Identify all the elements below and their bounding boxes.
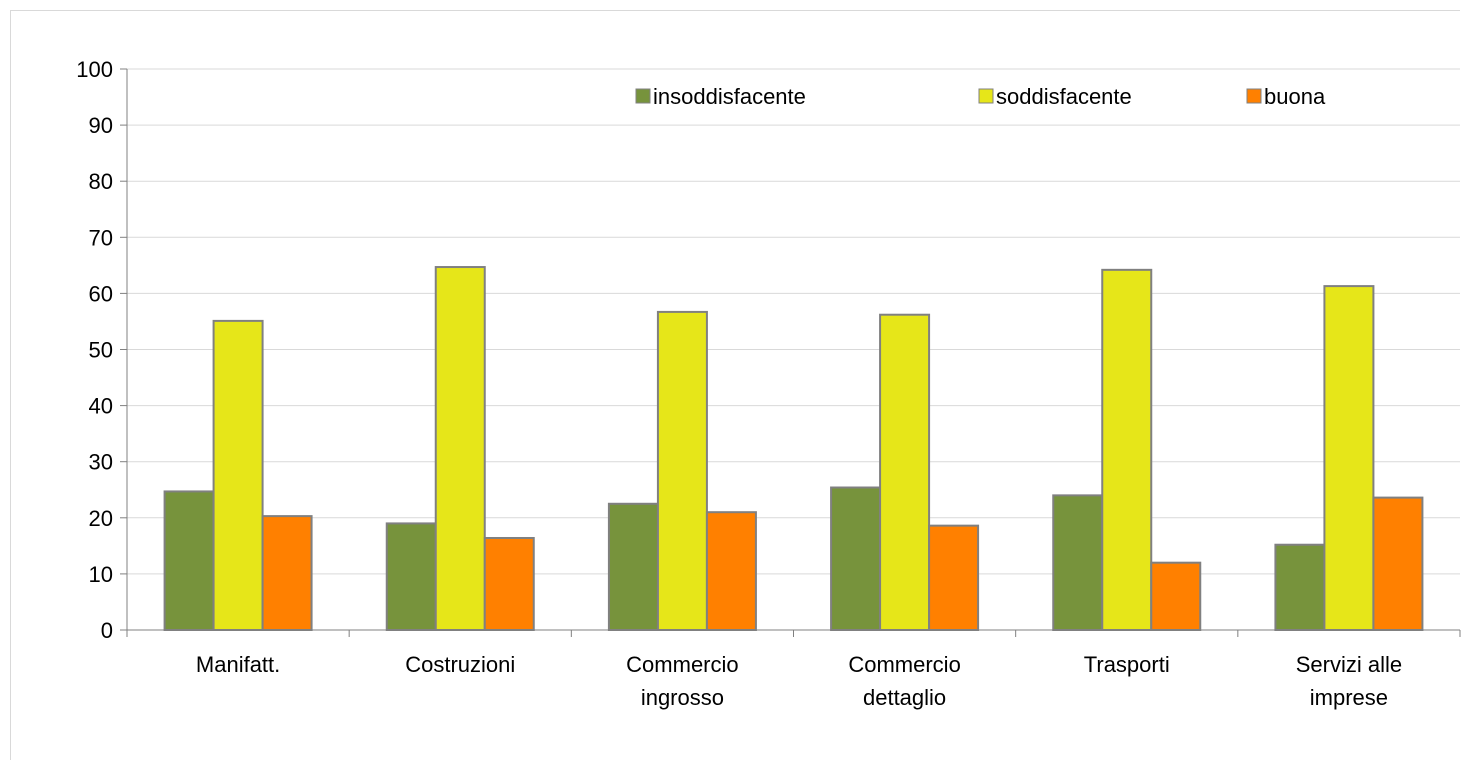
- y-tick-label: 100: [76, 57, 113, 82]
- bar-soddisfacente: [1323, 285, 1375, 631]
- y-tick-label: 90: [89, 113, 113, 138]
- x-tick-label: Commercio: [626, 652, 738, 677]
- bar-buona: [705, 511, 757, 631]
- bars: [163, 266, 1424, 632]
- y-tick-label: 0: [101, 618, 113, 643]
- y-tick-label: 50: [89, 338, 113, 363]
- x-tick-labels: Manifatt. Costruzioni Commercio ingrosso Com…: [196, 652, 1402, 710]
- legend-label: insoddisfacente: [653, 84, 806, 109]
- axes: [120, 68, 1461, 637]
- bar-insoddisfacente: [1052, 494, 1104, 631]
- legend-label: soddisfacente: [996, 84, 1132, 109]
- bar-buona: [1372, 496, 1424, 631]
- legend-swatch: [635, 88, 651, 104]
- x-tick-label: Commercio: [848, 652, 960, 677]
- bar-soddisfacente: [212, 319, 264, 631]
- bar-soddisfacente: [434, 266, 486, 631]
- legend-swatch: [978, 88, 994, 104]
- x-tick-label: Servizi alle: [1296, 652, 1402, 677]
- y-tick-label: 10: [89, 562, 113, 587]
- y-tick-label: 60: [89, 281, 113, 306]
- x-tick-label: Manifatt.: [196, 652, 280, 677]
- y-tick-label: 40: [89, 394, 113, 419]
- x-tick-label: Trasporti: [1084, 652, 1170, 677]
- legend-label: buona: [1264, 84, 1326, 109]
- x-tick-label: ingrosso: [641, 685, 724, 710]
- bar-buona: [261, 515, 313, 632]
- y-tick-label: 80: [89, 169, 113, 194]
- x-tick-label: Costruzioni: [405, 652, 515, 677]
- gridlines: [127, 68, 1460, 575]
- bar-insoddisfacente: [830, 486, 882, 632]
- y-tick-label: 20: [89, 506, 113, 531]
- bar-buona: [928, 524, 980, 631]
- bar-insoddisfacente: [1274, 543, 1326, 632]
- bar-buona: [1150, 561, 1202, 631]
- legend: insoddisfacente soddisfacente buona: [635, 84, 1326, 109]
- legend-swatch: [1246, 88, 1262, 104]
- bar-soddisfacente: [879, 313, 931, 631]
- bar-insoddisfacente: [385, 522, 437, 631]
- bar-insoddisfacente: [163, 490, 215, 632]
- bar-insoddisfacente: [607, 502, 659, 631]
- x-tick-label: dettaglio: [863, 685, 946, 710]
- bar-soddisfacente: [656, 310, 708, 631]
- x-tick-label: imprese: [1310, 685, 1388, 710]
- bar-soddisfacente: [1101, 268, 1153, 631]
- y-tick-label: 30: [89, 450, 113, 475]
- bar-buona: [483, 536, 535, 631]
- chart-frame: [10, 10, 1460, 760]
- y-tick-label: 70: [89, 225, 113, 250]
- y-tick-labels: 0 10 20 30 40 50 60 70 80 90 100: [76, 57, 113, 643]
